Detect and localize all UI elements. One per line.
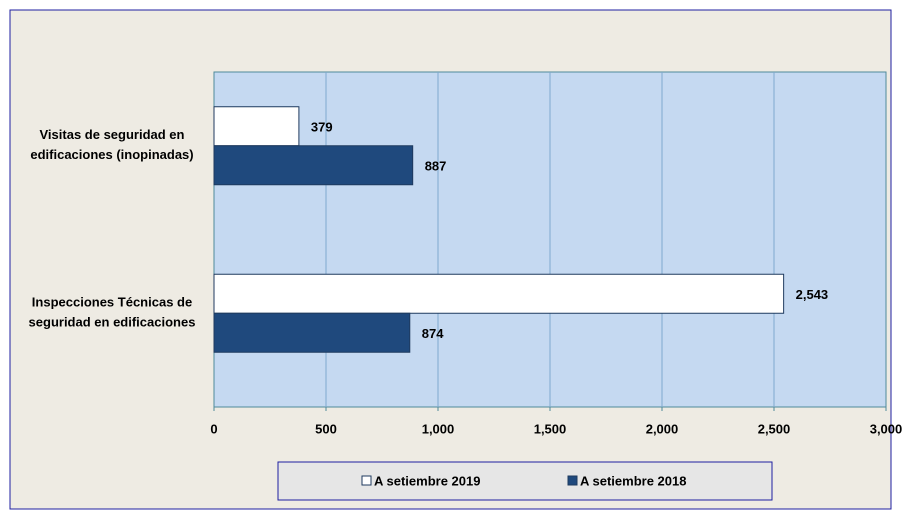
legend-label: A setiembre 2018 [580,473,686,488]
x-tick-label: 2,000 [646,421,679,436]
y-tick-label: Inspecciones Técnicas de [32,295,192,310]
x-tick-label: 0 [210,421,217,436]
bar [213,145,414,186]
bar [213,273,785,314]
bar [213,312,411,353]
legend-swatch [567,475,578,486]
x-tick-label: 1,000 [422,421,455,436]
y-tick-label: Visitas de seguridad en [40,127,185,142]
legend-box [277,461,773,501]
x-tick-label: 500 [315,421,337,436]
x-tick-label: 1,500 [534,421,567,436]
bar [213,106,300,147]
x-tick-label: 2,500 [758,421,791,436]
data-label: 2,543 [796,287,829,302]
data-label: 379 [311,120,333,135]
data-label: 887 [425,159,447,174]
legend-swatch [361,475,372,486]
data-label: 874 [422,326,444,341]
x-tick-label: 3,000 [870,421,902,436]
y-tick-label: seguridad en edificaciones [29,315,196,330]
y-tick-label: edificaciones (inopinadas) [30,147,193,162]
legend-label: A setiembre 2019 [374,473,480,488]
